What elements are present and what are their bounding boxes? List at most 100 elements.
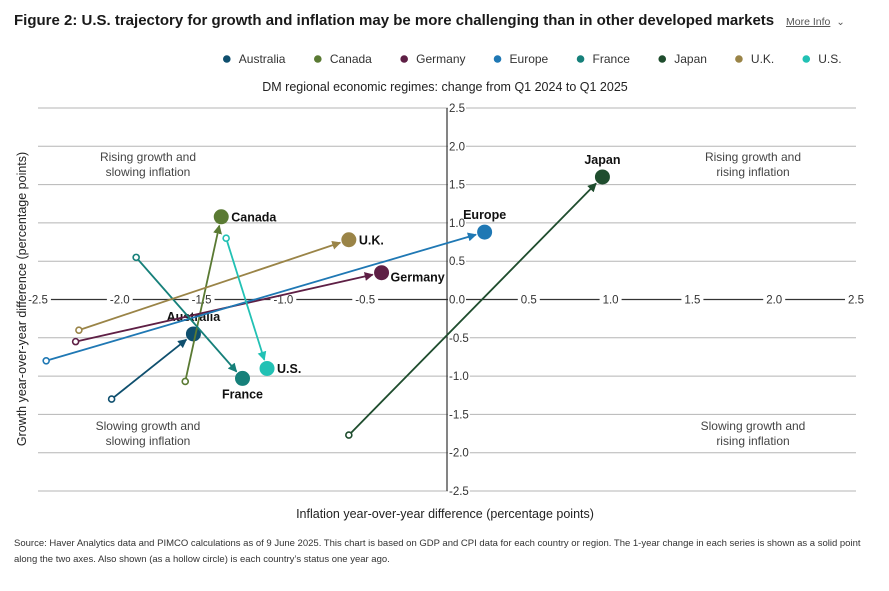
- series-end-point-2: [374, 265, 390, 281]
- legend-marker-5: [658, 55, 667, 63]
- series-arrow-6: [81, 240, 342, 330]
- x-tick-label-bg-7: [599, 293, 622, 308]
- y-tick-label-9: -2.0: [449, 448, 469, 460]
- legend-label-2: Germany: [416, 52, 465, 66]
- legend-label-7: U.S.: [818, 52, 841, 66]
- quadrant-label-1-line-1: rising inflation: [716, 165, 789, 179]
- series-label-2: Germany: [391, 271, 445, 285]
- y-tick-label-10: -2.5: [449, 486, 469, 498]
- y-tick-label-0: 2.5: [449, 103, 465, 115]
- quadrant-label-2-line-1: slowing inflation: [106, 434, 191, 448]
- x-tick-label-9: 2.0: [766, 295, 782, 307]
- legend-marker-1: [314, 55, 322, 63]
- series-start-point-7: [222, 234, 230, 243]
- y-tick-label-7: -1.0: [449, 371, 469, 383]
- series-start-point-3: [42, 356, 50, 365]
- series-arrow-3: [49, 232, 477, 361]
- y-tick-label-bg-10: [448, 486, 470, 498]
- series-arrow-4: [137, 259, 238, 373]
- x-tick-label-2: -1.5: [192, 295, 212, 307]
- series-label-7: U.S.: [277, 362, 301, 376]
- y-tick-label-bg-5: [448, 294, 466, 307]
- series-start-point-1: [181, 377, 190, 386]
- legend-label-0: Australia: [239, 52, 286, 66]
- series-end-point-7: [259, 360, 275, 376]
- x-axis-label: Inflation year-over-year difference (per…: [296, 507, 594, 521]
- series-end-point-6: [341, 232, 357, 248]
- quadrant-label-2-line-0: Slowing growth and: [96, 419, 201, 433]
- legend-marker-3: [493, 55, 502, 63]
- x-tick-label-8: 1.5: [684, 295, 700, 307]
- series-arrow-5: [350, 182, 597, 434]
- y-tick-label-bg-3: [448, 217, 466, 230]
- legend-marker-0: [223, 55, 231, 63]
- legend-label-3: Europe: [510, 52, 549, 66]
- series-label-1: Canada: [231, 210, 277, 224]
- y-tick-label-bg-8: [448, 409, 470, 422]
- series-label-3: Europe: [463, 208, 506, 222]
- legend-marker-2: [400, 55, 408, 63]
- x-tick-label-bg-4: [352, 293, 379, 308]
- y-tick-label-bg-7: [448, 371, 470, 384]
- quadrant-label-3-line-0: Slowing growth and: [701, 419, 806, 433]
- y-tick-label-1: 2.0: [449, 141, 465, 153]
- y-tick-label-2: 1.5: [449, 180, 465, 192]
- x-tick-label-7: 1.0: [603, 295, 619, 307]
- x-tick-label-6: 0.5: [521, 295, 537, 307]
- legend-label-4: France: [593, 52, 631, 66]
- legend-label-1: Canada: [330, 52, 372, 66]
- legend-label-6: U.K.: [751, 52, 774, 66]
- chart-legend: Australia Canada Germany Europe France Japan U…: [223, 52, 842, 66]
- series-start-point-2: [71, 337, 80, 346]
- scatter-chart: Australia Canada Germany Europe France Japan U…: [15, 52, 867, 521]
- x-tick-label-bg-1: [106, 293, 133, 308]
- y-tick-label-bg-0: [448, 103, 466, 115]
- y-tick-label-3: 1.0: [449, 218, 465, 230]
- series-arrow-0: [113, 338, 188, 398]
- y-tick-label-bg-1: [448, 141, 466, 154]
- x-tick-label-3: -1.0: [273, 295, 293, 307]
- x-tick-label-bg-8: [681, 293, 704, 308]
- series-start-point-5: [345, 431, 353, 439]
- series-start-point-0: [107, 395, 116, 403]
- quadrant-label-1-line-0: Rising growth and: [705, 150, 801, 164]
- more-info-label: More Info: [786, 16, 831, 28]
- series-end-point-3: [477, 224, 493, 240]
- series-6: U.K.: [75, 232, 384, 334]
- legend-label-5: Japan: [674, 52, 707, 66]
- y-tick-label-bg-4: [448, 256, 466, 269]
- series-label-5: Japan: [584, 153, 620, 167]
- legend-marker-4: [576, 55, 585, 63]
- quadrant-label-0-line-1: slowing inflation: [106, 165, 191, 179]
- series-1: Canada: [181, 209, 277, 386]
- legend-marker-6: [735, 55, 743, 63]
- y-tick-label-4: 0.5: [449, 256, 465, 268]
- y-tick-label-bg-6: [448, 332, 470, 345]
- x-tick-label-0: -2.5: [28, 295, 48, 307]
- x-tick-label-1: -2.0: [110, 295, 130, 307]
- series-5: Japan: [345, 153, 620, 439]
- series-label-4: France: [222, 387, 263, 401]
- y-tick-label-bg-9: [448, 447, 470, 460]
- series-7: U.S.: [222, 234, 301, 376]
- quadrant-label-0-line-0: Rising growth and: [100, 150, 196, 164]
- series-arrow-1: [185, 224, 222, 379]
- series-start-point-4: [132, 253, 140, 262]
- source-note: Source: Haver Analytics data and PIMCO c…: [14, 538, 861, 565]
- series-start-point-6: [75, 326, 83, 334]
- x-tick-label-10: 2.5: [848, 295, 864, 307]
- x-tick-label-bg-9: [763, 293, 786, 308]
- series-4: France: [132, 253, 263, 401]
- more-info-link[interactable]: More Info ⌄: [786, 16, 845, 28]
- quadrant-label-3-line-1: rising inflation: [716, 434, 789, 448]
- series-group: Australia Canada Germany Europe France Japan U…: [42, 153, 620, 439]
- x-tick-label-4: -0.5: [355, 295, 375, 307]
- x-tick-label-bg-0: [25, 293, 51, 308]
- series-label-6: U.K.: [359, 233, 384, 247]
- series-arrow-7: [226, 241, 267, 361]
- chevron-down-icon: ⌄: [836, 17, 845, 28]
- y-tick-label-5: 0.0: [449, 295, 465, 307]
- x-tick-label-bg-10: [845, 293, 867, 308]
- y-axis-label: Growth year-over-year difference (percen…: [15, 152, 29, 446]
